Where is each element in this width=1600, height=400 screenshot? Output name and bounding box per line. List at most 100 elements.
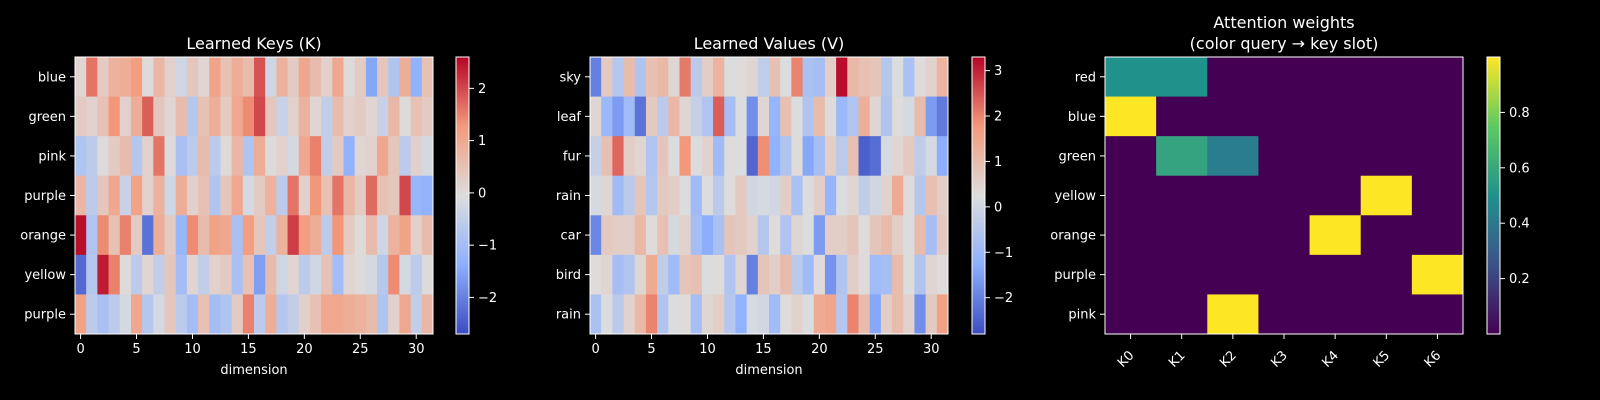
colorbar-tick-label: 1 [994, 155, 1002, 170]
heatmap-cell [724, 294, 736, 335]
heatmap-cell [813, 96, 826, 137]
heatmap-cell [1309, 96, 1362, 137]
heatmap-cell [892, 215, 904, 256]
heatmap-cell [925, 136, 938, 177]
heatmap-cell [914, 215, 927, 256]
heatmap-cell [75, 254, 87, 295]
heatmap-cell [321, 96, 333, 137]
heatmap-cell [735, 254, 748, 295]
heatmap-cell [735, 215, 748, 256]
heatmap-cell [97, 57, 109, 97]
heatmap-cell [623, 136, 636, 177]
heatmap-cell [668, 254, 680, 295]
heatmap-cell [108, 175, 121, 216]
heatmap-cell [858, 57, 871, 97]
heatmap-cell [97, 215, 109, 256]
heatmap-cell [388, 136, 400, 177]
colorbar-tick-label: 2 [478, 82, 486, 97]
heatmap-cell [657, 96, 669, 137]
x-tick-label: 5 [647, 342, 655, 357]
x-tick-label: 10 [184, 342, 201, 357]
heatmap-cell [164, 136, 177, 177]
heatmap-cell [276, 136, 288, 177]
heatmap-cell [153, 57, 165, 97]
heatmap-cell [265, 136, 277, 177]
heatmap-cell [1105, 254, 1157, 295]
heatmap-cell [668, 215, 680, 256]
heatmap-cell [735, 175, 748, 216]
heatmap-cell [1258, 215, 1310, 256]
heatmap-cell [690, 136, 703, 177]
keys-x-ticks: 0 5 10 15 20 25 30 [76, 334, 424, 357]
heatmap-cell [713, 215, 725, 256]
colorbar-tick-label: 1 [478, 134, 486, 149]
heatmap-cell [657, 136, 669, 177]
attention-title: Attention weights [1213, 13, 1354, 32]
heatmap-cell [108, 136, 121, 177]
heatmap-cell [332, 136, 344, 177]
heatmap-cell [421, 175, 434, 216]
heatmap-cell [601, 96, 613, 137]
heatmap-cell [612, 294, 624, 335]
heatmap-cell [813, 215, 826, 256]
heatmap-cell [209, 96, 221, 137]
heatmap-cell [802, 294, 815, 335]
heatmap-cell [130, 136, 143, 177]
heatmap-cell [1411, 254, 1464, 295]
heatmap-cell [701, 57, 714, 97]
heatmap-cell [309, 254, 322, 295]
heatmap-cell [780, 96, 792, 137]
colorbar-tick-label: 0 [478, 186, 486, 201]
heatmap-cell [1258, 136, 1310, 177]
heatmap-cell [186, 215, 199, 256]
heatmap-cell [847, 294, 859, 335]
heatmap-cell [399, 96, 412, 137]
heatmap-cell [701, 175, 714, 216]
heatmap-cell [612, 96, 624, 137]
heatmap-cell [309, 136, 322, 177]
heatmap-cell [265, 294, 277, 335]
heatmap-cell [701, 294, 714, 335]
heatmap-cell [880, 96, 893, 137]
x-tick-label: 20 [296, 342, 313, 357]
heatmap-cell [903, 57, 915, 97]
heatmap-cell [668, 57, 680, 97]
heatmap-cell [1411, 294, 1464, 335]
values-row-labels: sky leaf fur rain car bird rain [556, 70, 590, 323]
heatmap-cell [198, 294, 210, 335]
heatmap-cell [365, 215, 378, 256]
heatmap-cell [824, 57, 837, 97]
heatmap-cell [735, 96, 748, 137]
heatmap-cell [220, 57, 233, 97]
heatmap-cell [142, 294, 154, 335]
keys-row-labels: blue green pink purple orange yellow purple [20, 70, 75, 323]
heatmap-cell [880, 136, 893, 177]
heatmap-cell [690, 294, 703, 335]
heatmap-cell [746, 136, 759, 177]
heatmap-cell [668, 136, 680, 177]
heatmap-cell [634, 254, 647, 295]
x-tick-label: K2 [1217, 348, 1239, 370]
heatmap-cell [287, 175, 300, 216]
heatmap-cell [1207, 215, 1259, 256]
heatmap-cell [1156, 175, 1208, 216]
heatmap-cell [780, 136, 792, 177]
values-cells [590, 57, 949, 335]
heatmap-cell [164, 57, 177, 97]
heatmap-cell [601, 57, 613, 97]
heatmap-cell [388, 57, 400, 97]
keys-heatmap-panel: Learned Keys (K) blue green pink purple oran… [20, 34, 497, 378]
colorbar-tick-label: 2 [994, 110, 1002, 125]
heatmap-cell [858, 254, 871, 295]
heatmap-cell [1309, 57, 1362, 97]
x-tick-label: 20 [811, 342, 828, 357]
heatmap-cell [892, 96, 904, 137]
heatmap-cell [612, 175, 624, 216]
heatmap-cell [869, 57, 882, 97]
heatmap-cell [791, 175, 803, 216]
heatmap-cell [142, 254, 154, 295]
heatmap-cell [657, 57, 669, 97]
heatmap-cell [746, 175, 759, 216]
heatmap-cell [242, 294, 255, 335]
heatmap-cell [198, 96, 210, 137]
